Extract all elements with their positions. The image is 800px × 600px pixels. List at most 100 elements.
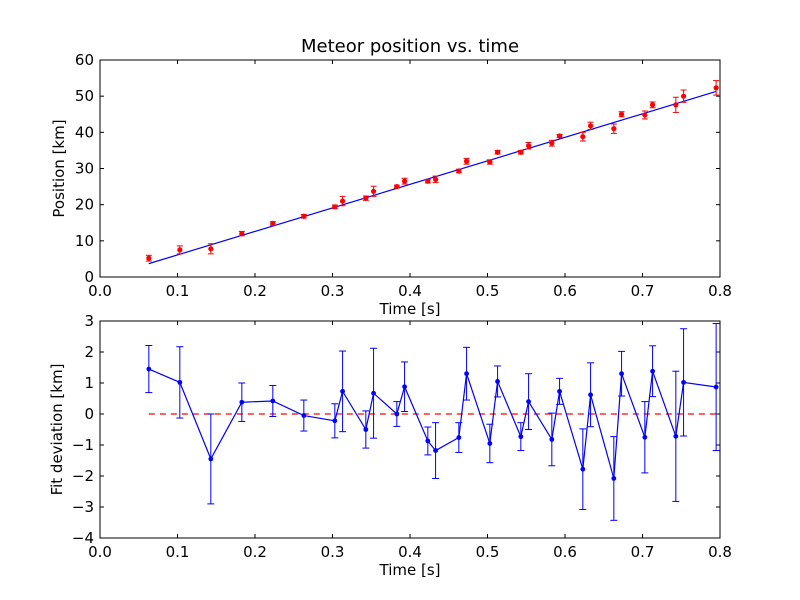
x-tick-label: 0.2 (243, 543, 267, 561)
data-point (402, 384, 407, 390)
x-tick-label: 0.2 (243, 282, 267, 300)
data-point (456, 168, 462, 174)
data-point (177, 247, 183, 253)
data-point (208, 246, 214, 252)
data-point (525, 143, 532, 149)
data-point (394, 411, 400, 417)
data-point (650, 368, 655, 374)
data-point (239, 399, 245, 405)
x-tick-label: 0.7 (631, 282, 655, 300)
data-point (642, 112, 648, 118)
y-tick-label: 60 (75, 51, 94, 69)
y-axis-label: Position [km] (50, 119, 68, 217)
y-tick-label: 3 (84, 312, 94, 330)
x-tick-label: 0.4 (398, 543, 422, 561)
data-point (339, 198, 346, 204)
chart-title: Meteor position vs. time (301, 36, 519, 57)
data-point (371, 390, 376, 396)
x-axis-label: Time [s] (379, 561, 441, 579)
data-point (146, 366, 152, 372)
data-point (673, 102, 679, 108)
data-point (518, 434, 524, 440)
data-point (425, 178, 431, 184)
x-tick-label: 0.5 (476, 543, 500, 561)
data-point (363, 427, 369, 432)
x-tick-label: 0.0 (88, 282, 112, 300)
y-tick-label: 40 (75, 123, 94, 141)
y-tick-label: 50 (75, 87, 94, 105)
y-tick-label: 1 (84, 374, 94, 392)
data-point (556, 133, 563, 139)
y-axis-label: Fit deviation [km] (48, 364, 66, 496)
x-tick-label: 0.5 (476, 282, 500, 300)
x-tick-label: 0.7 (631, 543, 655, 561)
data-point (463, 158, 470, 164)
data-point (433, 448, 438, 453)
data-point (588, 392, 593, 398)
data-point (580, 466, 586, 472)
x-tick-label: 0.6 (553, 282, 577, 300)
data-point (363, 195, 369, 201)
data-point (611, 476, 617, 481)
x-tick-label: 0.1 (166, 282, 190, 300)
y-tick-label: 30 (75, 160, 94, 178)
data-point (270, 398, 276, 404)
x-tick-label: 0.8 (708, 543, 732, 561)
data-point (464, 371, 469, 377)
data-point (425, 438, 431, 444)
data-point (713, 384, 719, 390)
x-tick-label: 0.3 (321, 282, 345, 300)
data-point (681, 379, 686, 385)
data-point (270, 220, 276, 227)
data-point (394, 183, 400, 190)
y-tick-label: 20 (75, 196, 94, 214)
x-tick-label: 0.0 (88, 543, 112, 561)
data-point (557, 388, 562, 394)
data-point (673, 433, 679, 439)
data-point (549, 437, 555, 442)
deviation-chart: 0.0 0.1 0.2 0.3 0.4 0.5 0.6 0.7 0.8 −4 −3 −2 −1 0 1 2 3 T… (48, 312, 732, 579)
data-point (456, 435, 462, 440)
data-point (332, 418, 338, 424)
data-point (177, 379, 183, 385)
data-point (340, 388, 345, 394)
x-tick-label: 0.3 (321, 543, 345, 561)
data-point (549, 140, 555, 146)
data-point (526, 399, 531, 404)
y-tick-label: −3 (72, 498, 94, 516)
data-point (487, 441, 493, 446)
data-point (239, 231, 245, 237)
data-point (370, 188, 377, 194)
data-point (618, 111, 625, 117)
data-point (401, 178, 408, 184)
y-tick-label: −4 (72, 529, 94, 547)
data-point (208, 456, 214, 462)
x-tick-label: 0.1 (166, 543, 190, 561)
data-point (301, 413, 307, 418)
position-chart: 0.0 0.1 0.2 0.3 0.4 0.5 0.6 0.7 0.8 0 10 20 30 40 50 60… (50, 36, 732, 318)
data-point (301, 213, 307, 219)
data-point (332, 204, 338, 210)
data-point (494, 149, 501, 155)
y-tick-label: −2 (72, 467, 94, 485)
data-point (580, 134, 586, 140)
data-point (619, 371, 624, 377)
x-tick-label: 0.8 (708, 282, 732, 300)
y-tick-label: −1 (72, 436, 94, 454)
data-point (649, 102, 656, 108)
x-tick-label: 0.4 (398, 282, 422, 300)
x-tick-label: 0.6 (553, 543, 577, 561)
y-tick-label: 2 (84, 343, 94, 361)
x-axis-label: Time [s] (379, 300, 441, 318)
data-point (713, 85, 719, 91)
data-point (587, 123, 594, 129)
y-tick-label: 0 (84, 268, 94, 286)
data-point (518, 149, 524, 155)
y-tick-label: 0 (84, 405, 94, 423)
data-point (642, 434, 648, 440)
data-point (611, 126, 617, 132)
data-point (680, 93, 687, 99)
data-point (487, 159, 493, 165)
